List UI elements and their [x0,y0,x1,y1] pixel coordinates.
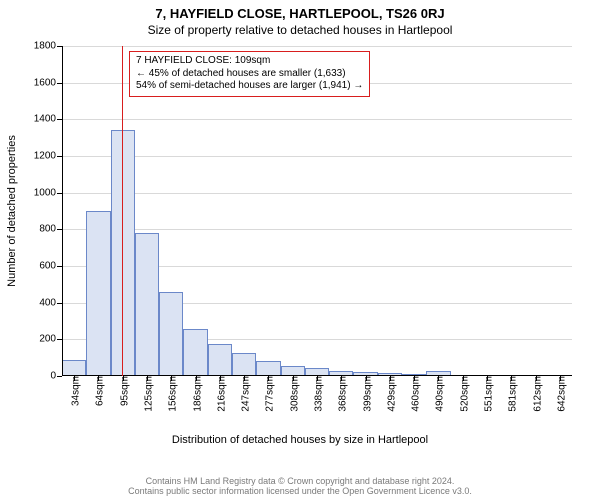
y-tick-label: 1400 [34,114,62,125]
grid-line [62,229,572,230]
y-axis-label: Number of detached properties [6,135,18,287]
grid-line [62,193,572,194]
histogram-bar [135,233,159,376]
y-tick-label: 0 [50,371,62,382]
x-tick-label: 186sqm [188,376,203,412]
x-tick-label: 247sqm [237,376,252,412]
x-tick-label: 368sqm [334,376,349,412]
grid-line [62,46,572,47]
annotation-box: 7 HAYFIELD CLOSE: 109sqm← 45% of detache… [129,51,370,97]
y-tick-label: 1800 [34,41,62,52]
x-tick-label: 338sqm [310,376,325,412]
x-tick-label: 95sqm [115,376,130,406]
x-tick-label: 399sqm [358,376,373,412]
page-title: 7, HAYFIELD CLOSE, HARTLEPOOL, TS26 0RJ [0,0,600,21]
x-tick-label: 34sqm [67,376,82,406]
histogram-bar [62,360,86,376]
x-tick-label: 490sqm [431,376,446,412]
histogram-bar [232,353,256,376]
y-tick-label: 1000 [34,187,62,198]
y-tick-label: 1600 [34,77,62,88]
histogram-bar [208,344,232,376]
x-tick-label: 156sqm [164,376,179,412]
x-tick-label: 277sqm [261,376,276,412]
x-tick-label: 429sqm [382,376,397,412]
annotation-line: 7 HAYFIELD CLOSE: 109sqm [136,55,363,68]
x-tick-label: 460sqm [407,376,422,412]
x-tick-label: 581sqm [504,376,519,412]
y-tick-label: 1200 [34,151,62,162]
x-tick-label: 64sqm [91,376,106,406]
x-tick-label: 216sqm [212,376,227,412]
footer-attribution: Contains HM Land Registry data © Crown c… [0,476,600,496]
y-tick-label: 400 [39,297,62,308]
histogram-bar [86,211,110,376]
x-axis-label: Distribution of detached houses by size … [0,434,600,446]
x-tick-label: 308sqm [285,376,300,412]
x-tick-label: 642sqm [552,376,567,412]
page-subtitle: Size of property relative to detached ho… [0,21,600,37]
x-tick-label: 612sqm [528,376,543,412]
x-tick-label: 520sqm [455,376,470,412]
histogram-bar [183,329,207,376]
annotation-line: 54% of semi-detached houses are larger (… [136,80,363,93]
histogram-bar [256,361,280,376]
y-axis-line [62,46,63,376]
x-tick-label: 125sqm [140,376,155,412]
x-axis-line [62,375,572,376]
grid-line [62,119,572,120]
grid-line [62,156,572,157]
annotation-line: ← 45% of detached houses are smaller (1,… [136,68,363,81]
x-tick-label: 551sqm [480,376,495,412]
histogram-plot: 02004006008001000120014001600180034sqm64… [62,46,572,376]
y-tick-label: 600 [39,261,62,272]
y-tick-label: 800 [39,224,62,235]
property-marker-line [122,46,123,376]
y-tick-label: 200 [39,334,62,345]
histogram-bar [159,292,183,376]
